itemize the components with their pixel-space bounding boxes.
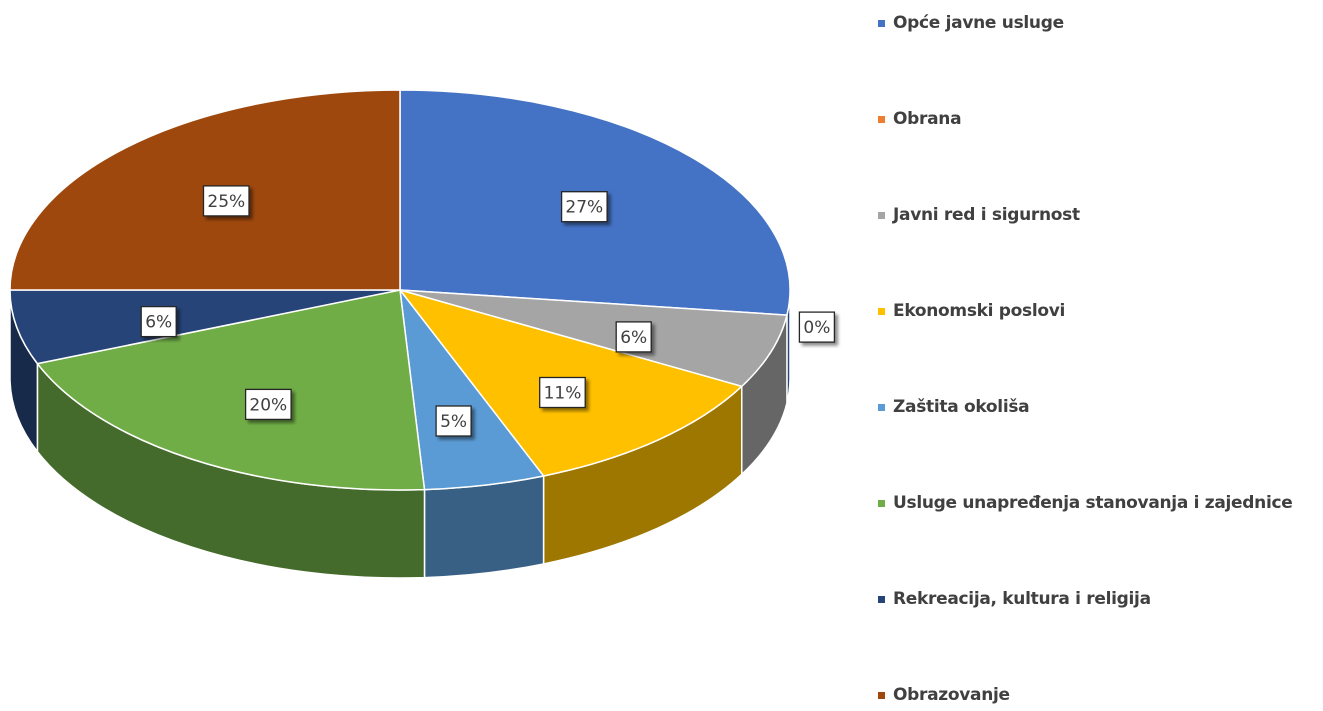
data-label-obrazovanje: 25% (202, 185, 250, 217)
legend-label: Usluge unapređenja stanovanja i zajednic… (893, 493, 1293, 513)
legend-label: Obrazovanje (893, 685, 1010, 705)
legend-swatch (878, 403, 885, 411)
legend-swatch (878, 115, 885, 123)
data-label-obrana: 0% (798, 311, 836, 343)
legend-swatch (878, 691, 885, 699)
legend-swatch (878, 19, 885, 27)
pie-chart: 27% 0% 6% 11% 5% 20% 6% 25% (9, 89, 836, 579)
data-label-text: 27% (565, 198, 603, 218)
data-label-text: 25% (207, 192, 245, 212)
data-label-rekreacija-kultura-i-religija: 6% (140, 305, 177, 338)
legend-label: Rekreacija, kultura i religija (893, 589, 1151, 609)
legend-swatch (878, 211, 885, 219)
data-label-ekonomski-poslovi: 11% (539, 376, 586, 409)
legend-swatch (878, 499, 885, 507)
legend-swatch (878, 595, 885, 603)
legend-item-zastita-okolisa: Zaštita okoliša (878, 397, 1030, 417)
legend-label: Ekonomski poslovi (893, 301, 1066, 321)
legend-item-ekonomski-poslovi: Ekonomski poslovi (878, 301, 1065, 321)
legend-item-obrazovanje: Obrazovanje (878, 685, 1010, 705)
pie-side-zastita-okolisa (423, 475, 545, 579)
legend-item-javni-red-i-sigurnost: Javni red i sigurnost (878, 205, 1080, 225)
legend-label: Javni red i sigurnost (893, 205, 1080, 225)
legend-label: Zaštita okoliša (893, 397, 1030, 417)
data-label-text: 11% (544, 384, 582, 404)
legend-item-rekreacija-kultura-i-religija: Rekreacija, kultura i religija (878, 589, 1151, 609)
legend-item-usluge-unapredenja-stanovanja-i-zajednice: Usluge unapređenja stanovanja i zajednic… (878, 493, 1293, 513)
legend-swatch (878, 307, 885, 315)
legend: Opće javne usluge Obrana Javni red i sigur… (878, 0, 1318, 711)
data-label-text: 6% (620, 328, 647, 348)
pie-slice-usluge-unapredenja-stanovanja-i-zajednice (36, 289, 426, 491)
data-label-text: 20% (249, 395, 287, 415)
legend-label: Obrana (893, 109, 962, 129)
pie-slice-rekreacija-kultura-i-religija (9, 289, 401, 365)
pie-slice-javni-red-i-sigurnost (399, 289, 788, 388)
data-label-text: 6% (145, 313, 172, 333)
data-label-text: 5% (440, 412, 467, 432)
data-label-javni-red-i-sigurnost: 6% (615, 321, 652, 353)
data-label-text: 0% (803, 318, 830, 338)
data-label-opce-javne-usluge: 27% (560, 191, 608, 223)
legend-item-obrana: Obrana (878, 109, 962, 129)
data-label-zastita-okolisa: 5% (435, 405, 472, 437)
legend-item-opce-javne-usluge: Opće javne usluge (878, 13, 1064, 33)
data-label-usluge-unapredenja-stanovanja-i-zajednice: 20% (244, 388, 292, 421)
legend-label: Opće javne usluge (893, 13, 1064, 33)
